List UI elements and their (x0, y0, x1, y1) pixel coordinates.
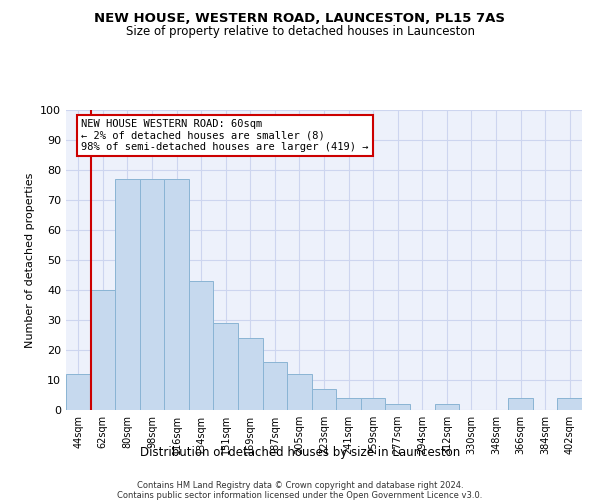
Bar (115, 179, 140, 410)
Bar (557, 398, 582, 410)
Text: NEW HOUSE, WESTERN ROAD, LAUNCESTON, PL15 7AS: NEW HOUSE, WESTERN ROAD, LAUNCESTON, PL1… (95, 12, 505, 26)
Bar (66, 374, 91, 410)
Text: NEW HOUSE WESTERN ROAD: 60sqm
← 2% of detached houses are smaller (8)
98% of sem: NEW HOUSE WESTERN ROAD: 60sqm ← 2% of de… (82, 119, 369, 152)
Bar (361, 398, 385, 410)
Bar (336, 398, 361, 410)
Bar (189, 281, 214, 410)
Bar (140, 179, 164, 410)
Y-axis label: Number of detached properties: Number of detached properties (25, 172, 35, 348)
Bar (508, 398, 533, 410)
Bar (214, 323, 238, 410)
Text: Distribution of detached houses by size in Launceston: Distribution of detached houses by size … (140, 446, 460, 459)
Text: Contains public sector information licensed under the Open Government Licence v3: Contains public sector information licen… (118, 490, 482, 500)
Bar (385, 404, 410, 410)
Bar (312, 389, 336, 410)
Bar (287, 374, 312, 410)
Bar (434, 404, 459, 410)
Bar (238, 338, 263, 410)
Text: Size of property relative to detached houses in Launceston: Size of property relative to detached ho… (125, 25, 475, 38)
Text: Contains HM Land Registry data © Crown copyright and database right 2024.: Contains HM Land Registry data © Crown c… (137, 480, 463, 490)
Bar (164, 179, 189, 410)
Bar (91, 290, 115, 410)
Bar (263, 362, 287, 410)
